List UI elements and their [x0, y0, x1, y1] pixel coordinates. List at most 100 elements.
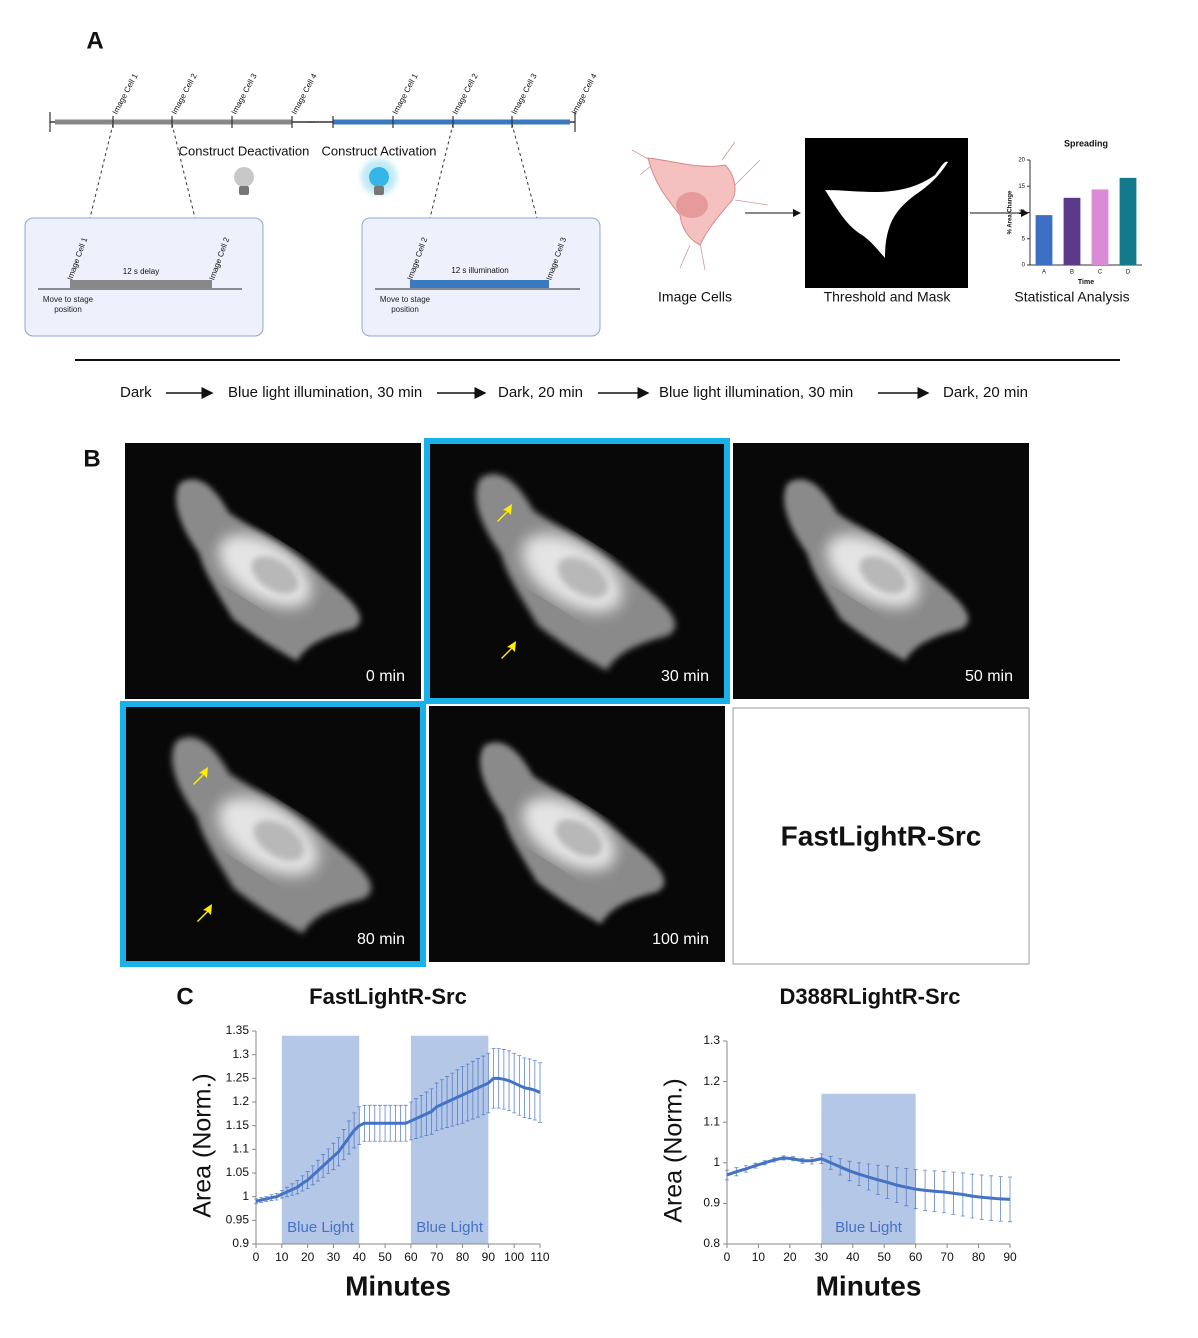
illumination-frame: [424, 438, 730, 704]
timeline-ticks: [49, 112, 576, 132]
move-label: Move to stage position: [42, 295, 94, 314]
x-tick-label: 0: [253, 1250, 260, 1264]
chart-title: D388RLightR-Src: [780, 984, 961, 1009]
panel-label: B: [83, 445, 100, 472]
x-tick-label: 80: [972, 1250, 986, 1264]
chart-title: Spreading: [1064, 138, 1108, 148]
yellow-arrow: [193, 767, 208, 785]
cell-drawing: [631, 141, 769, 271]
x-tick-label: 60: [404, 1250, 418, 1264]
cell-label: Image Cell 1: [111, 72, 140, 116]
y-tick-label: 1.1: [703, 1114, 720, 1128]
protocol-step: Blue light illumination, 30 min: [228, 384, 422, 401]
cell-label: Image Cell 2: [451, 72, 480, 116]
y-tick-label: 0.8: [703, 1236, 720, 1250]
chart-title: FastLightR-Src: [309, 984, 467, 1009]
y-tick-label: 1.25: [226, 1071, 250, 1085]
x-tick-label: 40: [353, 1250, 367, 1264]
y-tick-label: 1.2: [232, 1094, 249, 1108]
bar-label: 12 s illumination: [451, 266, 508, 275]
y-tick-label: 5: [1022, 236, 1026, 242]
activation-segment: [333, 119, 570, 125]
delay-box: [24, 217, 264, 337]
bar: [1091, 189, 1109, 265]
micrograph: 0 min: [125, 443, 421, 699]
step-label: Image Cells: [658, 289, 732, 305]
series-line: [255, 1076, 541, 1203]
bulb-on: [361, 159, 397, 195]
micrograph: 100 min: [429, 706, 725, 962]
cell-label: Image Cell 1: [391, 72, 420, 116]
light-label: Blue Light: [416, 1219, 484, 1236]
x-tick-label: D: [1126, 270, 1131, 276]
construct-label: FastLightR-Src: [781, 820, 982, 851]
y-tick-label: 0.9: [232, 1236, 249, 1250]
x-tick-label: C: [1098, 270, 1103, 276]
x-tick-label: 50: [878, 1250, 892, 1264]
y-tick-label: 1.3: [703, 1033, 720, 1047]
deactivation-label: Construct Deactivation: [179, 143, 310, 158]
x-axis-label: Minutes: [816, 1270, 922, 1301]
bar: [1035, 215, 1053, 265]
y-tick-label: 20: [1018, 158, 1025, 164]
y-tick-label: 1.1: [232, 1142, 249, 1156]
y-tick-label: 0.9: [703, 1196, 720, 1210]
time-label: 50 min: [965, 668, 1013, 685]
panel-label: C: [176, 983, 193, 1010]
cell-label: Image Cell 4: [290, 72, 319, 116]
illumination-frame: [120, 701, 426, 967]
time-label: 30 min: [661, 668, 709, 685]
step-label: Threshold and Mask: [824, 289, 952, 305]
y-tick-label: 1.35: [226, 1023, 250, 1037]
x-tick-label: 70: [430, 1250, 444, 1264]
protocol-step: Dark, 20 min: [943, 384, 1028, 401]
y-axis-label: Area (Norm.): [660, 1078, 688, 1222]
cell-label: Image Cell 4: [570, 72, 599, 116]
zoom-lines: [89, 123, 538, 219]
label-box: [732, 707, 1030, 965]
x-axis-label: Time: [1078, 279, 1094, 286]
x-axis-label: Minutes: [345, 1270, 451, 1301]
protocol-step: Dark: [120, 384, 152, 401]
y-tick-label: 15: [1018, 184, 1025, 190]
protocol-step: Dark, 20 min: [498, 384, 583, 401]
x-tick-label: A: [1042, 270, 1046, 276]
mask-shape: [825, 161, 948, 258]
micrograph: 50 min: [733, 443, 1029, 699]
y-tick-label: 10: [1018, 210, 1025, 216]
y-tick-label: 0.95: [226, 1213, 250, 1227]
activation-label: Construct Activation: [322, 143, 437, 158]
x-tick-label: 30: [815, 1250, 829, 1264]
micrograph: 30 min: [429, 443, 725, 699]
y-tick-label: 1.15: [226, 1118, 250, 1132]
delay-bar: [70, 280, 212, 288]
y-tick-label: 1: [713, 1155, 720, 1169]
light-period: [410, 1035, 489, 1244]
step-label: Statistical Analysis: [1014, 289, 1129, 305]
y-tick-label: 1.2: [703, 1074, 720, 1088]
yellow-arrow: [501, 641, 516, 659]
x-tick-label: 10: [275, 1250, 289, 1264]
yellow-arrow: [197, 904, 212, 922]
x-tick-label: 60: [909, 1250, 923, 1264]
time-label: 0 min: [366, 668, 405, 685]
x-tick-label: 30: [327, 1250, 341, 1264]
time-label: 100 min: [652, 931, 709, 948]
x-tick-label: 0: [724, 1250, 731, 1264]
cell-label: Image Cell 3: [230, 72, 259, 116]
x-tick-label: 80: [456, 1250, 470, 1264]
y-axis-label: Area (Norm.): [189, 1073, 217, 1217]
x-tick-label: 110: [530, 1250, 549, 1264]
bar: [1063, 197, 1081, 265]
y-tick-label: 1.05: [226, 1165, 250, 1179]
deactivation-segment: [55, 119, 292, 125]
x-tick-label: 100: [504, 1250, 524, 1264]
x-tick-label: B: [1070, 270, 1074, 276]
cell-label: Image Cell 3: [510, 72, 539, 116]
x-tick-label: 70: [940, 1250, 954, 1264]
bulb-off: [234, 167, 254, 195]
x-tick-label: 40: [846, 1250, 860, 1264]
x-tick-label: 50: [378, 1250, 392, 1264]
y-tick-label: 0: [1022, 263, 1026, 269]
